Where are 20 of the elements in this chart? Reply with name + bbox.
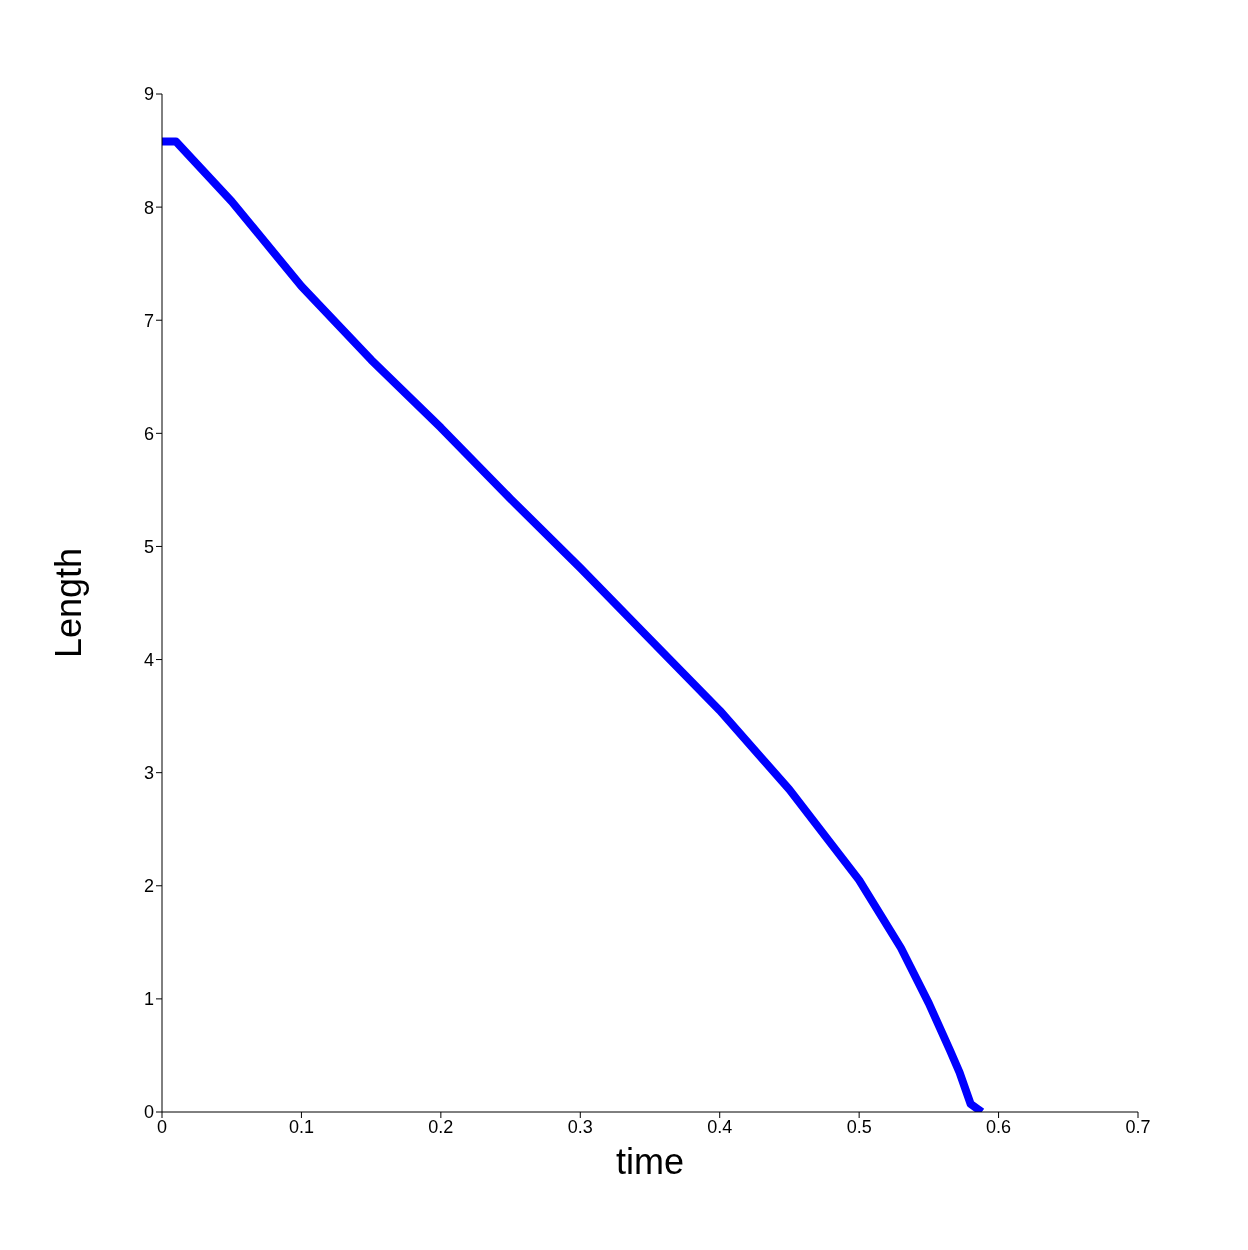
y-tick-label: 8 xyxy=(143,197,154,218)
y-tick-label: 3 xyxy=(143,763,154,784)
x-tick-label: 0.1 xyxy=(288,1116,314,1137)
y-tick-label: 0 xyxy=(143,1102,154,1123)
x-tick-label: 0 xyxy=(156,1116,168,1137)
y-tick-label: 4 xyxy=(143,649,154,670)
x-tick-label: 0.6 xyxy=(986,1116,1012,1137)
y-tick-label: 2 xyxy=(143,876,154,897)
x-axis-title: time xyxy=(615,1140,685,1182)
y-tick-label: 6 xyxy=(143,423,154,444)
y-tick-label: 1 xyxy=(143,989,154,1010)
x-tick-label: 0.4 xyxy=(707,1116,733,1137)
y-tick-label: 7 xyxy=(143,310,154,331)
y-tick-label: 5 xyxy=(143,536,154,557)
y-axis-title: Length xyxy=(47,547,89,659)
y-tick-label: 9 xyxy=(143,84,154,105)
x-tick-label: 0.2 xyxy=(428,1116,454,1137)
x-tick-label: 0.7 xyxy=(1125,1116,1151,1137)
x-tick-label: 0.3 xyxy=(567,1116,593,1137)
x-tick-label: 0.5 xyxy=(846,1116,872,1137)
